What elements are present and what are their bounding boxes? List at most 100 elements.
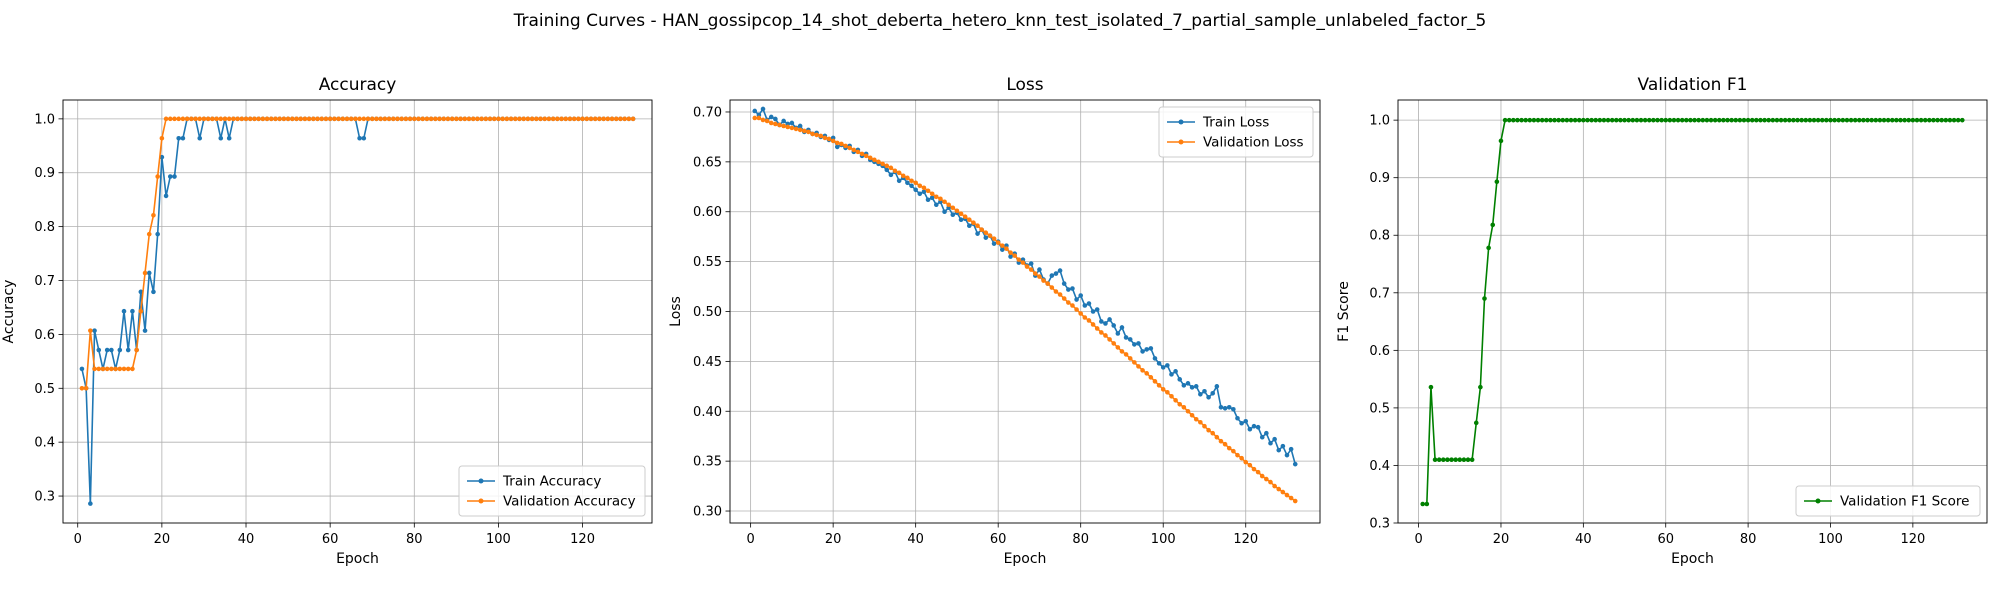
train-loss-point xyxy=(1156,361,1162,366)
validation-loss-point xyxy=(1094,326,1100,331)
train-accuracy-point xyxy=(176,135,181,141)
train-accuracy-point xyxy=(109,347,114,353)
train-loss-point xyxy=(913,187,918,193)
validation-accuracy-point xyxy=(601,116,606,122)
train-accuracy-point xyxy=(218,135,224,141)
validation-loss-point xyxy=(1288,495,1294,501)
train-loss-point xyxy=(1292,461,1298,467)
validation-accuracy-point xyxy=(243,116,249,122)
validation-f1-score-point xyxy=(1729,117,1734,123)
y-tick-label: 0.3 xyxy=(34,490,55,505)
validation-loss-point xyxy=(872,157,877,163)
x-axis-label: Epoch xyxy=(1671,551,1714,567)
validation-loss-point xyxy=(1276,486,1282,492)
validation-f1-score-point xyxy=(1696,117,1701,123)
validation-accuracy-point xyxy=(529,116,535,122)
validation-f1-score-point xyxy=(1581,117,1586,123)
validation-loss-point xyxy=(1226,445,1232,451)
train-accuracy-line xyxy=(81,118,634,505)
validation-accuracy-point xyxy=(458,116,463,122)
validation-f1-score-point xyxy=(1692,117,1697,123)
train-loss-point xyxy=(1243,418,1249,424)
validation-f1-score-point xyxy=(1861,117,1866,123)
train-loss-point xyxy=(1251,423,1257,429)
train-loss-point xyxy=(1070,286,1075,291)
y-tick-label: 0.9 xyxy=(34,166,55,181)
validation-loss-point xyxy=(1037,274,1042,279)
validation-loss-point xyxy=(764,118,770,124)
validation-accuracy-point xyxy=(348,116,354,122)
y-tick-label: 0.40 xyxy=(693,405,722,420)
validation-f1-score-point xyxy=(1741,117,1747,123)
validation-loss-point xyxy=(1193,416,1199,422)
train-loss-point xyxy=(1214,384,1220,389)
validation-f1-score-point xyxy=(1519,117,1524,123)
train-loss-point xyxy=(781,118,786,124)
train-loss-point xyxy=(884,167,890,173)
y-tick-label: 0.55 xyxy=(693,255,722,270)
validation-loss-point xyxy=(1268,479,1273,485)
validation-f1-score-point xyxy=(1457,457,1463,462)
validation-f1-score-point xyxy=(1947,117,1953,123)
train-loss-point xyxy=(1235,415,1240,421)
validation-f1-score-point xyxy=(1927,117,1932,123)
validation-loss-point xyxy=(892,168,898,174)
validation-f1-score-point xyxy=(1704,117,1710,123)
validation-loss-point xyxy=(1086,318,1092,323)
train-loss-point xyxy=(1185,381,1191,386)
validation-loss-point xyxy=(1041,278,1046,283)
validation-f1-score-point xyxy=(1754,117,1759,123)
train-loss-point xyxy=(1049,273,1055,278)
validation-accuracy-point xyxy=(163,116,169,122)
validation-f1-score-point xyxy=(1560,117,1566,123)
train-loss-point xyxy=(1061,281,1067,286)
legend: Train Loss Validation Loss xyxy=(1158,106,1314,158)
train-loss-point xyxy=(1136,341,1141,346)
validation-loss-point xyxy=(789,125,795,131)
validation-loss-point xyxy=(1082,315,1088,320)
validation-accuracy-point xyxy=(176,116,181,122)
train-loss-point xyxy=(1057,268,1063,273)
validation-accuracy-point xyxy=(172,116,177,122)
y-tick-label: 0.65 xyxy=(693,155,722,170)
train-accuracy-point xyxy=(226,135,232,141)
validation-accuracy-point xyxy=(374,116,379,122)
validation-loss-point xyxy=(962,214,968,220)
validation-loss-point xyxy=(806,129,811,135)
validation-loss-point xyxy=(1140,368,1145,373)
train-loss-point xyxy=(797,123,803,129)
x-tick-label: 60 xyxy=(990,532,1007,547)
validation-accuracy-point xyxy=(180,116,186,122)
panel-accuracy: Accuracy 0 20 40 60 80 100 120 0.3 0.4 0.5 0.6 0.7 0.… xyxy=(1,75,653,567)
train-loss-point xyxy=(1264,430,1269,436)
train-accuracy-point xyxy=(172,174,177,179)
validation-accuracy-point xyxy=(353,116,358,122)
validation-accuracy-point xyxy=(344,116,350,122)
y-axis-label: F1 Score xyxy=(1336,281,1352,342)
validation-loss-point xyxy=(1284,492,1290,498)
x-axis-label: Epoch xyxy=(336,551,379,567)
chart-panels: Accuracy 0 20 40 60 80 100 120 0.3 0.4 0.5 0.6 0.7 0.… xyxy=(1,75,1988,567)
legend-box xyxy=(1795,485,1981,517)
validation-loss-point xyxy=(1247,462,1253,468)
x-tick-label: 100 xyxy=(486,532,511,547)
train-accuracy-point xyxy=(88,501,93,506)
train-loss-point xyxy=(1090,309,1096,314)
train-loss-point xyxy=(991,241,997,246)
validation-loss-point xyxy=(797,127,803,133)
validation-f1-score-point xyxy=(1791,117,1796,123)
validation-accuracy-point xyxy=(525,116,531,122)
validation-f1-score-point xyxy=(1465,457,1471,462)
train-loss-point xyxy=(1276,447,1282,453)
y-tick-label: 0.7 xyxy=(1369,286,1390,301)
train-loss-point xyxy=(760,106,766,112)
validation-f1-score-point xyxy=(1605,117,1611,123)
train-loss-point xyxy=(1239,420,1244,426)
validation-loss-point xyxy=(847,145,852,151)
train-loss-point xyxy=(917,191,923,197)
train-loss-point xyxy=(1082,303,1088,308)
validation-f1-score-point xyxy=(1889,117,1895,123)
validation-accuracy-point xyxy=(319,116,325,122)
validation-f1-score-point xyxy=(1824,117,1829,123)
train-accuracy-point xyxy=(163,193,169,199)
